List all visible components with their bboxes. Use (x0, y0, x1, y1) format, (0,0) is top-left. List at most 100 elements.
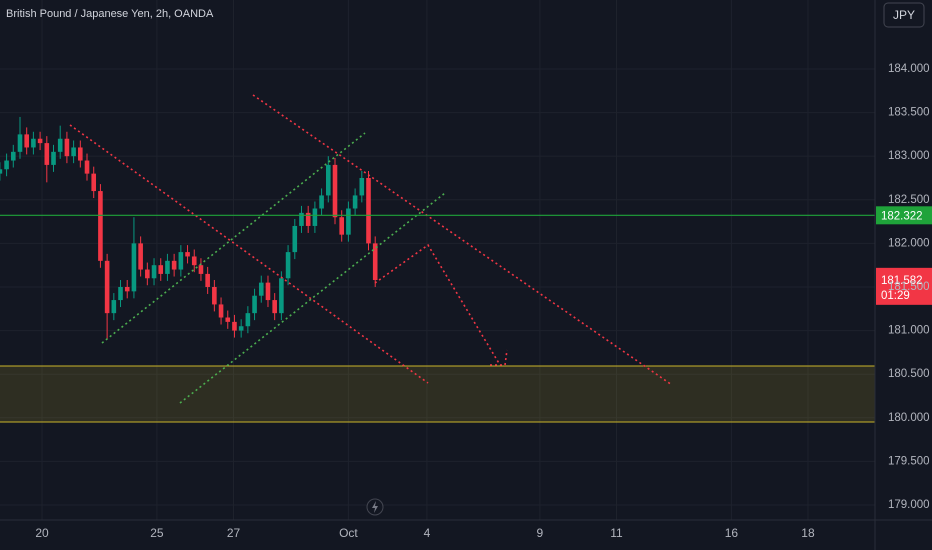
candle-body (305, 212, 311, 226)
candle-body (44, 143, 50, 165)
candle-body (346, 208, 351, 235)
y-tick-label: 179.500 (888, 455, 930, 467)
candles (0, 116, 378, 340)
y-tick-label: 179.000 (888, 499, 930, 511)
y-tick-label: 181.500 (888, 281, 930, 293)
candle-body (258, 282, 264, 296)
y-tick-label: 180.000 (888, 412, 930, 424)
candle-body (332, 164, 338, 218)
candle-body (10, 151, 16, 161)
x-tick-label: Oct (339, 526, 358, 540)
y-tick-label: 182.500 (888, 194, 930, 206)
x-tick-label: 4 (424, 526, 431, 540)
candle-body (299, 212, 304, 226)
x-tick-label: 27 (227, 526, 241, 540)
candle-body (218, 304, 224, 318)
candle-body (232, 321, 237, 331)
candle-body (359, 177, 365, 196)
currency-button[interactable] (883, 2, 925, 28)
channel-line (179, 192, 446, 404)
candle-body (366, 177, 371, 244)
x-tick-label: 20 (35, 526, 49, 540)
projection-arrow (490, 349, 508, 366)
candle-body (225, 317, 231, 322)
candle-body (245, 313, 251, 327)
candle-body (252, 295, 257, 314)
x-tick-label: 16 (725, 526, 739, 540)
last-price-tag (876, 267, 932, 305)
candle-body (158, 265, 164, 274)
trend-line (69, 124, 429, 384)
countdown-label: 01:29 (881, 290, 910, 302)
candle-body (198, 265, 204, 274)
last-price-label: 181.582 (881, 275, 923, 287)
candle-body (372, 243, 378, 281)
candle-body (78, 147, 83, 161)
zone-layer (0, 365, 875, 423)
price-level-label: 182.322 (881, 210, 923, 222)
candle-body (265, 282, 271, 301)
candle-body (17, 134, 23, 152)
x-tick-label: 11 (610, 526, 623, 540)
projection-path (374, 243, 501, 366)
drawings (69, 94, 673, 404)
x-tick-label: 18 (801, 526, 815, 540)
candle-body (131, 243, 137, 292)
candle-body (212, 286, 217, 305)
candle-body (51, 151, 56, 165)
support-zone (0, 365, 875, 422)
grid (0, 0, 875, 520)
candle-body (279, 278, 284, 314)
y-tick-label: 183.500 (888, 107, 930, 119)
candle-body (37, 138, 43, 144)
candle-body (325, 164, 331, 196)
candle-body (319, 195, 324, 209)
y-tick-label: 180.500 (888, 368, 930, 380)
candle-body (205, 273, 210, 287)
candle-body (145, 269, 150, 279)
currency-label: JPY (893, 8, 915, 22)
x-tick-label: 25 (150, 526, 164, 540)
candle-body (124, 286, 130, 292)
candle-body (31, 138, 36, 148)
candle-body (151, 265, 157, 279)
candle-body (118, 286, 123, 301)
candle-body (91, 173, 97, 192)
candle-body (111, 300, 117, 314)
candle-body (64, 138, 70, 157)
candle-body (352, 195, 358, 209)
y-tick-label: 183.000 (888, 150, 930, 162)
candle-body (4, 160, 9, 170)
x-tick-label: 9 (537, 526, 544, 540)
candle-body (171, 260, 177, 270)
candle-body (57, 138, 63, 152)
y-tick-label: 182.000 (888, 237, 930, 249)
symbol-title: British Pound / Japanese Yen, 2h, OANDA (6, 8, 214, 20)
candle-body (285, 252, 291, 279)
candle-body (0, 169, 3, 174)
candle-body (24, 134, 29, 148)
candle-body (272, 300, 277, 314)
candle-body (71, 147, 76, 157)
candle-body (339, 217, 344, 235)
candle-body (98, 191, 103, 261)
candle-body (312, 208, 318, 226)
candle-body (165, 260, 170, 274)
candle-body (138, 243, 143, 270)
price-level-tag (876, 206, 932, 225)
y-tick-label: 181.000 (888, 325, 930, 337)
candle-body (292, 225, 298, 253)
candle-body (104, 260, 110, 314)
candle-body (238, 326, 244, 331)
candle-body (178, 252, 184, 270)
candle-body (191, 256, 197, 266)
y-tick-label: 184.000 (888, 63, 930, 75)
channel-line (101, 132, 366, 344)
candle-body (84, 160, 90, 174)
alert-icon-glyph (372, 501, 378, 513)
overlay: 182.322 181.582 01:29 (0, 206, 932, 305)
candle-body (185, 252, 190, 257)
